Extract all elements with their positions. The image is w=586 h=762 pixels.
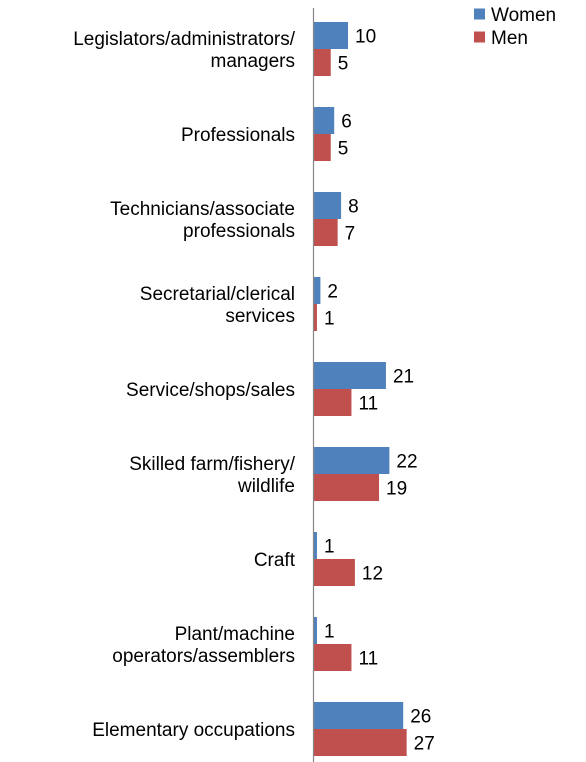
category-label-7-1: operators/assemblers — [112, 646, 295, 667]
bar-women-0 — [313, 22, 348, 49]
value-label-women-3: 2 — [327, 282, 338, 303]
value-label-women-4: 21 — [393, 367, 414, 388]
category-label-8-0: Elementary occupations — [92, 720, 295, 741]
bar-women-3 — [313, 277, 321, 304]
category-label-4-0: Service/shops/sales — [126, 380, 295, 401]
category-label-5-0: Skilled farm/fishery/ — [129, 454, 295, 475]
bar-women-5 — [313, 447, 390, 474]
bar-men-0 — [313, 49, 331, 76]
category-label-0-0: Legislators/administrators/ — [73, 29, 295, 50]
category-label-3-1: services — [225, 306, 295, 327]
value-label-men-1: 5 — [338, 139, 349, 160]
category-label-2-0: Technicians/associate — [110, 199, 295, 220]
bar-men-3 — [313, 304, 317, 331]
value-label-women-5: 22 — [396, 452, 417, 473]
value-label-women-8: 26 — [410, 707, 431, 728]
bar-men-8 — [313, 729, 407, 756]
category-label-7-0: Plant/machine — [175, 624, 295, 645]
value-label-men-6: 12 — [362, 564, 383, 585]
value-label-men-3: 1 — [324, 309, 335, 330]
category-label-1-0: Professionals — [181, 125, 295, 146]
bar-women-6 — [313, 532, 317, 559]
bar-women-2 — [313, 192, 342, 219]
legend-label-men: Men — [491, 28, 528, 49]
bar-men-1 — [313, 134, 331, 161]
category-labels: Legislators/administrators/managers Profe… — [73, 29, 295, 741]
bar-women-1 — [313, 107, 335, 134]
value-label-women-0: 10 — [355, 27, 376, 48]
legend-label-women: Women — [491, 5, 556, 26]
category-label-5-1: wildlife — [237, 476, 295, 497]
bars-group — [313, 22, 407, 756]
value-label-men-5: 19 — [386, 479, 407, 500]
bar-women-7 — [313, 617, 317, 644]
bar-women-8 — [313, 702, 404, 729]
legend-swatch-men — [474, 31, 485, 43]
value-label-men-0: 5 — [338, 54, 349, 75]
value-label-women-6: 1 — [324, 537, 335, 558]
value-label-men-7: 11 — [358, 649, 378, 670]
value-label-women-1: 6 — [341, 112, 352, 133]
value-label-men-4: 11 — [358, 394, 378, 415]
value-label-women-2: 8 — [348, 197, 359, 218]
bar-men-5 — [313, 474, 380, 501]
bar-men-6 — [313, 559, 355, 586]
category-label-6-0: Craft — [254, 550, 296, 571]
value-label-men-8: 27 — [414, 734, 435, 755]
legend-swatch-women — [474, 8, 485, 20]
bar-men-7 — [313, 644, 352, 671]
bar-men-2 — [313, 219, 338, 246]
value-label-women-7: 1 — [324, 622, 335, 643]
value-label-men-2: 7 — [345, 224, 356, 245]
category-label-3-0: Secretarial/clerical — [140, 284, 295, 305]
category-label-0-1: managers — [211, 51, 296, 72]
bar-men-4 — [313, 389, 352, 416]
bar-women-4 — [313, 362, 386, 389]
category-label-2-1: professionals — [183, 221, 295, 242]
